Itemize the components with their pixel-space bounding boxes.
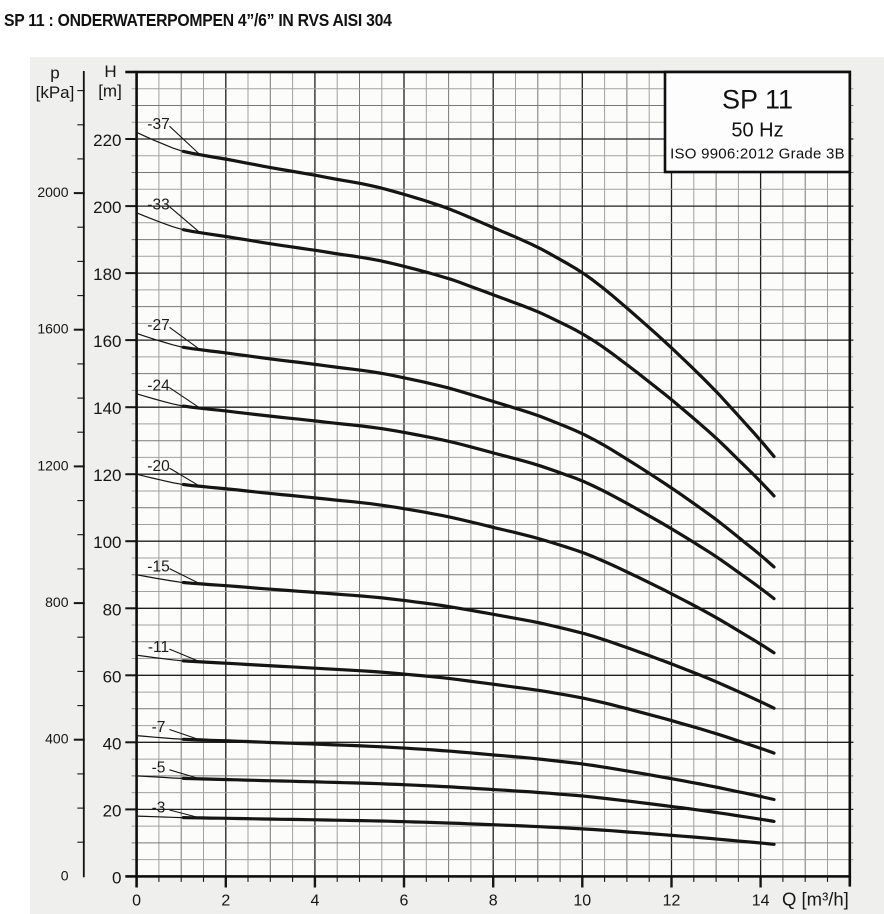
svg-text:8: 8 xyxy=(489,893,498,910)
svg-text:-24: -24 xyxy=(147,377,170,394)
svg-text:SP 11: SP 11 xyxy=(722,84,793,114)
svg-text:400: 400 xyxy=(45,731,69,747)
svg-text:0: 0 xyxy=(112,868,121,887)
svg-text:2000: 2000 xyxy=(37,184,68,200)
svg-text:180: 180 xyxy=(93,265,121,284)
svg-text:10: 10 xyxy=(573,893,591,910)
svg-text:ISO 9906:2012 Grade 3B: ISO 9906:2012 Grade 3B xyxy=(670,146,845,163)
svg-text:12: 12 xyxy=(663,893,681,910)
svg-text:100: 100 xyxy=(93,533,121,552)
svg-text:0: 0 xyxy=(61,867,69,883)
svg-text:14: 14 xyxy=(752,893,770,910)
svg-text:160: 160 xyxy=(93,332,121,351)
svg-text:140: 140 xyxy=(93,399,121,418)
svg-text:-33: -33 xyxy=(147,196,169,213)
svg-text:[m]: [m] xyxy=(98,82,122,101)
svg-text:50 Hz: 50 Hz xyxy=(731,120,783,142)
svg-text:[kPa]: [kPa] xyxy=(36,83,75,102)
svg-text:800: 800 xyxy=(45,594,69,610)
svg-text:-11: -11 xyxy=(148,639,169,656)
svg-text:H: H xyxy=(104,62,116,81)
svg-text:220: 220 xyxy=(93,131,121,150)
svg-text:-27: -27 xyxy=(147,317,169,334)
svg-text:-7: -7 xyxy=(152,719,166,736)
svg-text:40: 40 xyxy=(103,734,122,753)
svg-text:60: 60 xyxy=(103,667,122,686)
svg-text:-15: -15 xyxy=(147,558,169,575)
svg-text:80: 80 xyxy=(103,600,122,619)
svg-text:-5: -5 xyxy=(152,760,166,777)
svg-text:-20: -20 xyxy=(147,458,170,475)
svg-text:120: 120 xyxy=(93,466,121,485)
svg-text:-37: -37 xyxy=(147,116,169,133)
svg-text:0: 0 xyxy=(132,893,141,910)
svg-text:20: 20 xyxy=(103,801,122,820)
svg-text:1600: 1600 xyxy=(37,321,68,337)
svg-text:Q [m³/h]: Q [m³/h] xyxy=(782,889,849,910)
svg-text:6: 6 xyxy=(400,893,409,910)
svg-text:-3: -3 xyxy=(152,800,166,817)
svg-text:1200: 1200 xyxy=(37,457,68,473)
svg-text:p: p xyxy=(50,63,59,82)
svg-text:200: 200 xyxy=(93,198,121,217)
svg-text:4: 4 xyxy=(310,893,319,910)
svg-text:2: 2 xyxy=(221,893,230,910)
